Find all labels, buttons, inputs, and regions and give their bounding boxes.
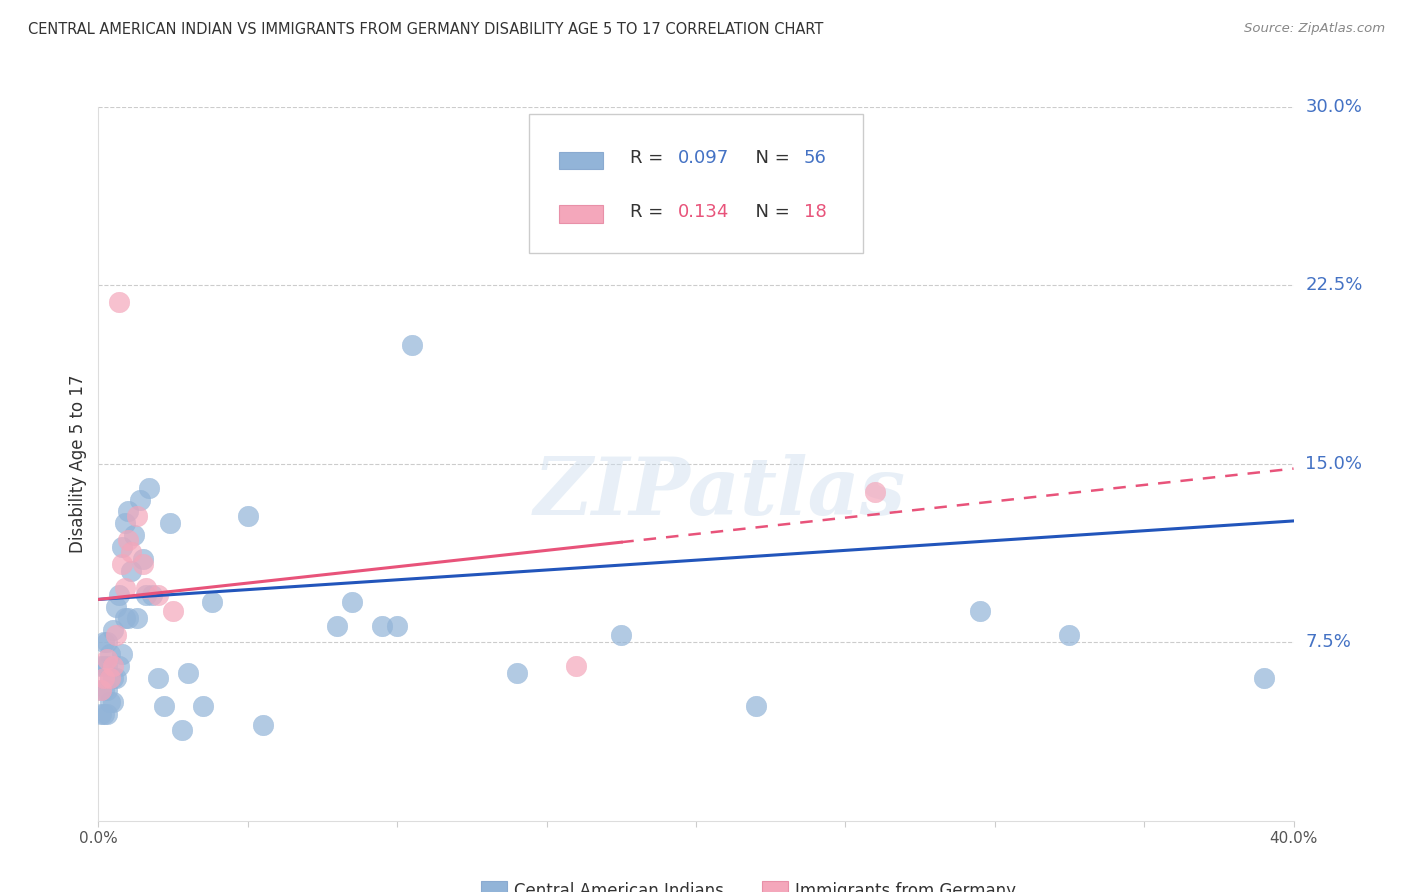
Text: 0.097: 0.097: [678, 150, 730, 168]
Point: [129, 492, 152, 507]
Point: [117, 533, 139, 547]
Point: [93, 671, 115, 685]
Point: [1253, 671, 1275, 685]
Point: [201, 595, 224, 609]
FancyBboxPatch shape: [762, 881, 787, 892]
Point: [98, 671, 122, 685]
Point: [141, 588, 163, 602]
Point: [135, 581, 157, 595]
Point: [127, 509, 149, 524]
Point: [177, 666, 200, 681]
Point: [93, 706, 115, 721]
Point: [103, 695, 125, 709]
Point: [191, 699, 214, 714]
FancyBboxPatch shape: [558, 205, 603, 223]
Point: [105, 599, 128, 614]
Point: [96, 635, 118, 649]
Point: [108, 588, 131, 602]
Point: [148, 671, 170, 685]
Point: [117, 611, 139, 625]
Point: [93, 682, 115, 697]
Point: [96, 706, 118, 721]
Text: N =: N =: [744, 150, 796, 168]
Point: [610, 628, 633, 642]
Point: [96, 682, 118, 697]
Point: [401, 338, 423, 352]
Point: [103, 624, 125, 638]
Point: [108, 295, 131, 310]
Y-axis label: Disability Age 5 to 17: Disability Age 5 to 17: [69, 375, 87, 553]
Point: [172, 723, 194, 738]
Point: [342, 595, 364, 609]
Point: [132, 552, 155, 566]
Point: [120, 564, 142, 578]
Point: [105, 671, 128, 685]
Point: [326, 618, 349, 632]
Point: [138, 481, 160, 495]
Point: [90, 659, 112, 673]
Point: [124, 528, 146, 542]
FancyBboxPatch shape: [558, 152, 603, 169]
Point: [132, 557, 155, 571]
Point: [969, 604, 991, 618]
Text: 0.134: 0.134: [678, 203, 730, 221]
Point: [93, 659, 115, 673]
Point: [90, 682, 112, 697]
Point: [120, 545, 142, 559]
Point: [371, 618, 394, 632]
Point: [236, 509, 259, 524]
Point: [153, 699, 176, 714]
Point: [865, 485, 887, 500]
Text: N =: N =: [744, 203, 796, 221]
Point: [90, 682, 112, 697]
Point: [98, 647, 122, 661]
Point: [730, 176, 752, 190]
Point: [111, 647, 134, 661]
Point: [114, 581, 136, 595]
Point: [111, 540, 134, 554]
Point: [98, 695, 122, 709]
FancyBboxPatch shape: [481, 881, 508, 892]
Point: [93, 635, 115, 649]
Point: [745, 699, 768, 714]
Point: [148, 588, 170, 602]
Text: R =: R =: [630, 203, 669, 221]
Point: [114, 516, 136, 531]
Point: [385, 618, 409, 632]
Point: [127, 611, 149, 625]
Point: [111, 557, 134, 571]
Text: ZIPatlas: ZIPatlas: [534, 454, 905, 531]
Point: [96, 659, 118, 673]
Text: 56: 56: [804, 150, 827, 168]
Point: [159, 516, 181, 531]
Point: [117, 504, 139, 518]
Text: Source: ZipAtlas.com: Source: ZipAtlas.com: [1244, 22, 1385, 36]
Text: R =: R =: [630, 150, 669, 168]
Point: [90, 706, 112, 721]
Text: 22.5%: 22.5%: [1305, 277, 1362, 294]
Point: [135, 588, 157, 602]
Point: [105, 628, 128, 642]
Text: Immigrants from Germany: Immigrants from Germany: [796, 882, 1017, 892]
Point: [96, 652, 118, 666]
Text: CENTRAL AMERICAN INDIAN VS IMMIGRANTS FROM GERMANY DISABILITY AGE 5 TO 17 CORREL: CENTRAL AMERICAN INDIAN VS IMMIGRANTS FR…: [28, 22, 824, 37]
Point: [1059, 628, 1081, 642]
Text: 30.0%: 30.0%: [1305, 98, 1362, 116]
Text: Central American Indians: Central American Indians: [515, 882, 724, 892]
Point: [103, 671, 125, 685]
Point: [103, 659, 125, 673]
Point: [252, 718, 274, 732]
Point: [506, 666, 529, 681]
Point: [565, 659, 588, 673]
Point: [108, 659, 131, 673]
Point: [114, 611, 136, 625]
Point: [98, 671, 122, 685]
Point: [162, 604, 184, 618]
Text: 15.0%: 15.0%: [1305, 455, 1362, 473]
FancyBboxPatch shape: [529, 114, 863, 253]
Text: 18: 18: [804, 203, 827, 221]
Text: 7.5%: 7.5%: [1305, 633, 1351, 651]
